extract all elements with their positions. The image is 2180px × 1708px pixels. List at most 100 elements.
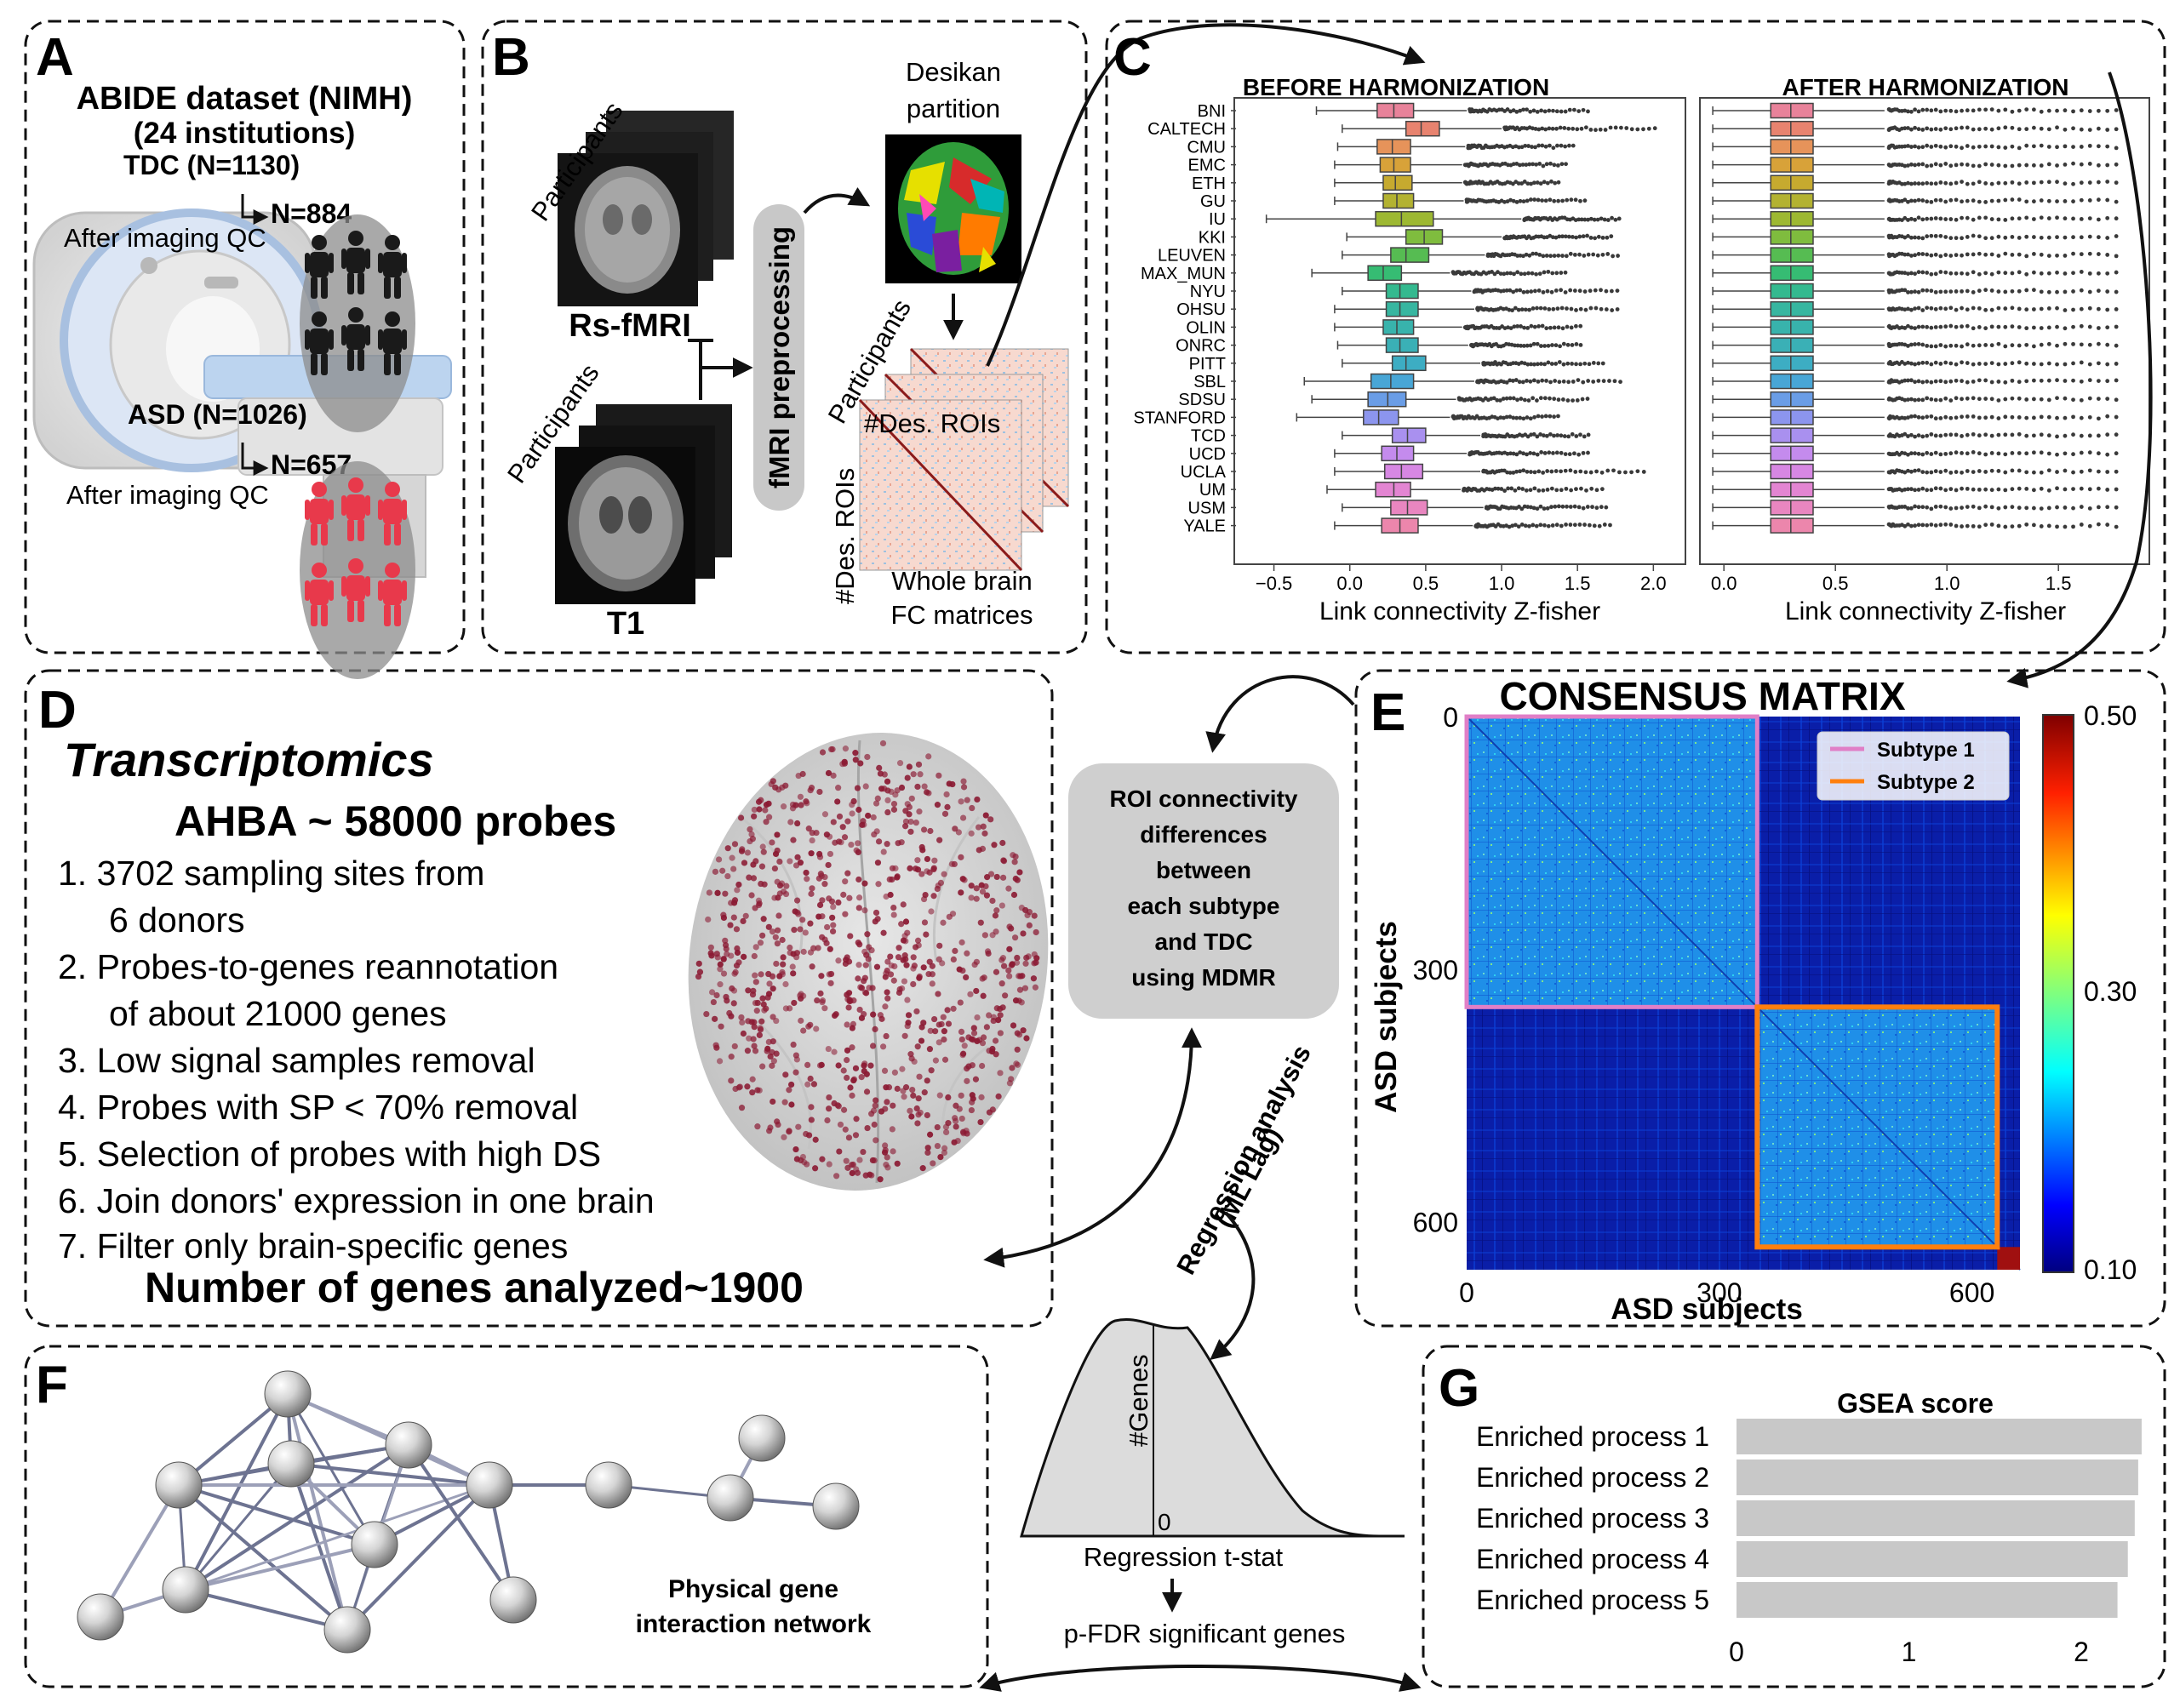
sampling-site-dot [887,971,895,978]
panel-e: E CONSENSUS MATRIX 0 300 600 0 300 600 ASD su… [1370,674,2137,1326]
sampling-site-dot [941,810,949,817]
sampling-site-dot [789,963,796,970]
sampling-site-dot [774,1118,781,1125]
outlier-points [1466,143,1576,151]
site-label: USM [1188,499,1226,517]
sampling-site-dot [819,897,826,904]
sampling-site-dot [695,960,702,967]
sampling-site-dot [1002,992,1009,999]
sampling-site-dot [934,1142,941,1150]
sampling-site-dot [1010,852,1016,859]
sampling-site-dot [1032,984,1039,991]
sampling-site-dot [720,911,727,918]
sampling-site-dot [766,1128,773,1134]
sampling-site-dot [855,939,861,946]
sampling-site-dot [884,808,891,816]
step-1-cont: 6 donors [109,900,245,940]
sampling-site-dot [901,1094,907,1100]
sampling-site-dot [910,1092,917,1099]
sampling-site-dot [816,850,823,858]
sampling-site-dot [713,991,720,999]
sampling-site-dot [1005,967,1012,974]
sampling-site-dot [889,1126,895,1133]
gene-node [155,1461,203,1509]
site-label: ONRC [1176,337,1226,356]
sampling-site-dot [976,847,982,854]
sampling-site-dot [992,912,999,919]
sampling-site-dot [899,1065,906,1072]
sampling-site-dot [758,1018,765,1025]
sampling-site-dot [751,806,758,814]
sampling-site-dot [759,995,766,1002]
sampling-site-dot [745,987,752,994]
sampling-site-dot [789,805,797,812]
sampling-site-dot [916,1073,923,1080]
sampling-site-dot [831,1100,838,1107]
sampling-site-dot [890,904,897,911]
sampling-site-dot [867,1062,874,1069]
sampling-site-dot [884,1164,891,1171]
sampling-site-dot [862,990,870,997]
sampling-site-dot [754,1087,761,1094]
sampling-site-dot [761,881,768,888]
sampling-site-dot [950,1005,957,1012]
sampling-site-dot [803,869,810,877]
gene-node [812,1482,860,1530]
sampling-site-dot [930,865,937,873]
sampling-site-dot [936,1092,943,1099]
sampling-site-dot [810,1081,818,1088]
sampling-site-dot [808,1117,815,1123]
sampling-site-dot [1016,869,1023,876]
sampling-site-dot [885,1084,893,1091]
sampling-site-dot [756,1031,763,1038]
site-label: EMC [1188,157,1226,175]
sampling-site-dot [926,1046,934,1053]
sampling-site-dot [959,967,966,974]
sampling-site-dot [901,1032,908,1039]
sampling-site-dot [842,745,850,752]
sampling-site-dot [772,850,780,858]
network-edge [177,1483,349,1631]
network-edge [184,1443,410,1591]
sampling-site-dot [799,1153,807,1161]
sampling-site-dot [850,1161,856,1168]
sampling-site-dot [779,936,786,944]
mdmr-line-5: and TDC [1154,928,1252,955]
sampling-site-dot [916,808,923,815]
sampling-site-dot [934,1123,941,1131]
box-EMC [1379,157,1411,173]
sampling-site-dot [898,921,905,928]
outlier-points [1472,288,1620,294]
sampling-site-dot [787,819,794,825]
sampling-site-dot [900,937,907,944]
sampling-site-dot [894,787,901,794]
sampling-site-dot [849,1044,855,1051]
sampling-site-dot [728,900,735,906]
sampling-site-dot [724,845,731,852]
genes-analyzed: Number of genes analyzed~1900 [145,1264,804,1311]
sampling-site-dot [973,895,980,902]
sampling-site-dot [740,917,747,924]
tdc-person-icon [341,307,370,371]
sampling-site-dot [941,1036,947,1043]
outlier-points [1886,143,2119,151]
gene-node [707,1474,754,1522]
sampling-site-dot [864,753,871,761]
sampling-site-dot [959,814,967,821]
sampling-site-dot [852,757,859,763]
gsea-category-label: Enriched process 3 [1476,1503,1709,1534]
sampling-site-dot [797,992,804,999]
sampling-site-dot [799,917,806,923]
sampling-site-dot [932,1057,940,1064]
fdr-genes-label: p-FDR significant genes [1064,1619,1346,1648]
sampling-site-dot [705,916,712,923]
panel-a: A ABIDE dataset (NIMH) (24 institutions)… [32,28,452,679]
sampling-site-dot [887,953,894,960]
sampling-site-dot [898,784,906,791]
sampling-site-dot [890,800,898,808]
after-xlabel: Link connectivity Z-fisher [1785,597,2066,626]
sampling-site-dot [821,881,828,888]
after-plot-frame [1699,97,2150,565]
gene-node [267,1440,315,1488]
sampling-site-dot [997,1012,1004,1019]
